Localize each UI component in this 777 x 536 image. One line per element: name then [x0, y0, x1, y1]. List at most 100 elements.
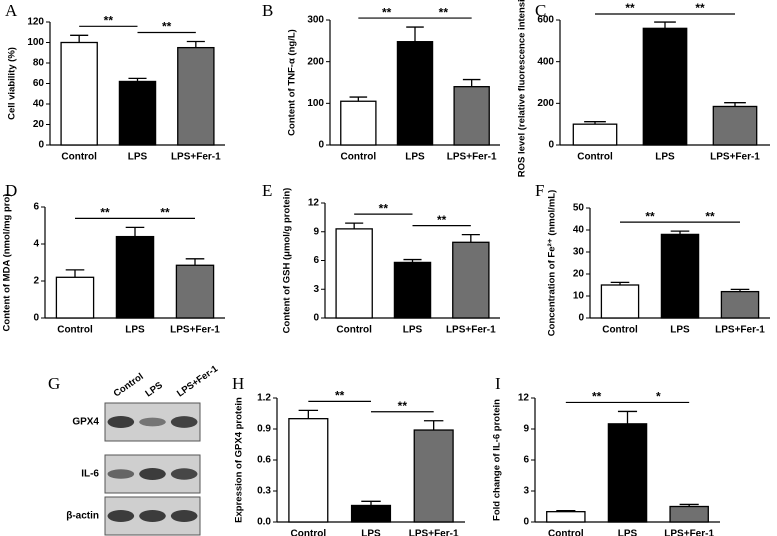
significance-label: ** [625, 1, 635, 15]
significance-label: ** [382, 5, 392, 19]
bar [340, 100, 377, 146]
panel-label: I [495, 374, 501, 393]
y-tick-label: 30 [573, 247, 585, 258]
y-axis-title: Content of TNF-α (ng/L) [287, 29, 298, 136]
y-tick-label: 0 [578, 313, 584, 324]
y-tick-label: 400 [537, 56, 554, 67]
y-tick-label: 10 [573, 291, 585, 302]
bar [393, 261, 432, 319]
x-tick-label: Control [341, 152, 377, 163]
panel-label: G [48, 374, 60, 393]
row-label: β-actin [66, 511, 99, 522]
x-tick-label: LPS+Fer-1 [446, 325, 496, 336]
y-tick-label: 6 [33, 202, 39, 213]
y-tick-label: 0.6 [257, 455, 271, 466]
y-axis-title: Cell viability (%) [7, 47, 18, 120]
bar [452, 241, 490, 319]
y-tick-label: 200 [537, 98, 554, 109]
y-tick-label: 9 [523, 424, 529, 435]
y-tick-label: 120 [27, 17, 44, 28]
x-tick-label: LPS [403, 325, 423, 336]
row-label: IL-6 [81, 469, 99, 480]
y-tick-label: 0.9 [257, 424, 271, 435]
bar [350, 504, 392, 523]
significance-label: ** [335, 389, 345, 403]
y-axis-title: Concentration of Fe²⁺ (nmol/mL) [547, 190, 558, 336]
y-tick-label: 100 [27, 37, 44, 48]
y-tick-label: 9 [313, 226, 319, 237]
significance-label: ** [160, 206, 170, 220]
y-tick-label: 0 [318, 140, 324, 151]
y-tick-label: 40 [33, 99, 45, 110]
panel-label: E [262, 181, 272, 200]
bar [177, 46, 215, 146]
bar [453, 86, 490, 146]
y-axis-title: Content of MDA (nmol/mg pro) [2, 194, 13, 332]
significance-label: ** [398, 399, 408, 413]
x-tick-label: LPS [618, 529, 638, 536]
blot-band [107, 510, 135, 522]
y-tick-label: 0 [313, 313, 319, 324]
significance-label: ** [437, 213, 447, 227]
x-tick-label: Control [577, 152, 613, 163]
y-tick-label: 0.0 [257, 517, 271, 528]
blot-band [139, 468, 166, 480]
y-tick-label: 600 [537, 15, 554, 26]
bar [413, 429, 454, 523]
panel-label: F [535, 181, 544, 200]
y-tick-label: 0 [38, 140, 44, 151]
blot-band [107, 469, 135, 479]
blot-band [139, 417, 166, 427]
bar [572, 123, 618, 146]
y-tick-label: 6 [313, 255, 319, 266]
x-tick-label: LPS+Fer-1 [171, 152, 221, 163]
y-tick-label: 12 [308, 198, 320, 209]
panel-label: H [232, 374, 244, 393]
significance-label: * [656, 390, 661, 404]
blot-band [139, 510, 166, 522]
bar [175, 264, 215, 319]
panel-label: B [262, 1, 273, 20]
significance-label: ** [379, 201, 389, 215]
x-tick-label: LPS [125, 325, 145, 336]
bar [546, 511, 586, 523]
x-tick-label: Control [602, 325, 638, 336]
y-axis-title: Expression of GPX4 protein [234, 397, 245, 523]
y-tick-label: 20 [33, 119, 45, 130]
y-tick-label: 100 [307, 98, 324, 109]
panel-label: D [5, 181, 17, 200]
significance-label: ** [705, 209, 715, 223]
x-tick-label: Control [61, 152, 97, 163]
bar [288, 418, 329, 523]
y-tick-label: 0 [548, 140, 554, 151]
bar [335, 228, 373, 319]
bar [396, 41, 434, 146]
x-tick-label: LPS [670, 325, 690, 336]
row-label: GPX4 [72, 417, 99, 428]
bar [60, 41, 98, 146]
x-tick-label: Control [548, 529, 584, 536]
bar [115, 235, 155, 319]
y-tick-label: 0 [33, 313, 39, 324]
y-tick-label: 0 [523, 517, 529, 528]
bar [712, 105, 758, 146]
lane-label: LPS+Fer-1 [175, 363, 221, 400]
y-tick-label: 0.3 [257, 486, 271, 497]
bar [720, 290, 760, 319]
significance-label: ** [645, 209, 655, 223]
y-axis-title: Fold change of IL-6 protein [492, 399, 503, 521]
x-tick-label: LPS [128, 152, 148, 163]
blot-band [170, 416, 198, 428]
x-tick-label: LPS+Fer-1 [715, 325, 765, 336]
y-tick-label: 6 [523, 455, 529, 466]
x-tick-label: LPS+Fer-1 [710, 152, 760, 163]
y-tick-label: 3 [523, 486, 529, 497]
x-tick-label: LPS+Fer-1 [409, 529, 459, 536]
y-tick-label: 12 [518, 393, 530, 404]
significance-label: ** [439, 5, 449, 19]
lane-label: Control [112, 371, 146, 399]
bar [607, 423, 648, 523]
x-tick-label: Control [291, 529, 327, 536]
y-axis-title: Content of GSH (μmol/g protein) [282, 188, 293, 334]
y-tick-label: 200 [307, 56, 324, 67]
